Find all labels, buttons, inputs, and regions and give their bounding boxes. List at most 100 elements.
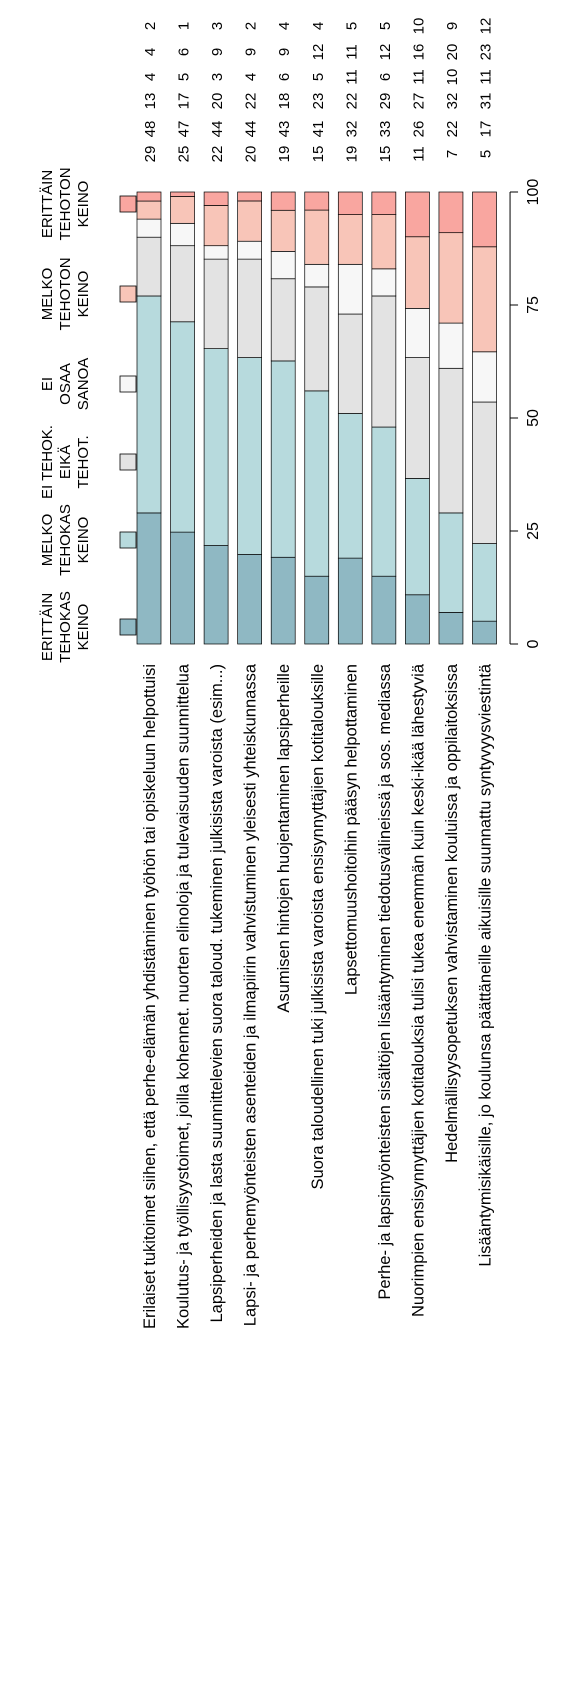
legend-label: KEINO bbox=[75, 517, 92, 564]
bar-segment bbox=[270, 191, 296, 211]
legend-label: KEINO bbox=[75, 604, 92, 651]
category-label: Asumisen hintojen huojentaminen lapsiper… bbox=[275, 664, 293, 1013]
bar-segment bbox=[405, 478, 430, 596]
bar-segment bbox=[136, 236, 162, 297]
value-label: 19 bbox=[343, 146, 360, 163]
legend-swatch bbox=[119, 195, 137, 213]
value-label: 27 bbox=[410, 93, 427, 110]
value-label: 31 bbox=[478, 93, 495, 110]
legend-label: MELKO bbox=[39, 514, 56, 567]
bar-segment bbox=[405, 191, 430, 238]
legend-swatch bbox=[119, 531, 137, 549]
bar-segment bbox=[270, 556, 296, 645]
x-tick-label: 50 bbox=[525, 409, 542, 427]
value-label: 5 bbox=[176, 73, 193, 81]
x-tick-label: 100 bbox=[525, 179, 542, 206]
bar-segment bbox=[438, 367, 464, 514]
value-label: 3 bbox=[209, 22, 226, 30]
bar-segment bbox=[337, 313, 363, 414]
bar-segment bbox=[237, 258, 262, 358]
bar-segment bbox=[405, 236, 430, 309]
bar-segment bbox=[237, 357, 262, 555]
bar-segment bbox=[136, 200, 162, 220]
bar-segment bbox=[405, 594, 430, 645]
value-label: 29 bbox=[377, 93, 394, 110]
value-label: 7 bbox=[444, 150, 461, 158]
legend-label: TEHOTON bbox=[57, 257, 74, 330]
value-label: 4 bbox=[310, 22, 327, 30]
bar-segment bbox=[438, 322, 464, 369]
bar-segment bbox=[203, 545, 229, 645]
bar-segment bbox=[203, 191, 229, 206]
value-label: 4 bbox=[276, 22, 293, 30]
value-label: 43 bbox=[276, 121, 293, 138]
legend-label: EI TEHOK. bbox=[39, 425, 56, 499]
value-label: 6 bbox=[377, 73, 394, 81]
bar-segment bbox=[472, 620, 497, 645]
value-label: 6 bbox=[176, 48, 193, 56]
category-label: Erilaiset tukitoimet siihen, että perhe-… bbox=[141, 664, 159, 1329]
value-label: 5 bbox=[310, 73, 327, 81]
value-label: 22 bbox=[243, 93, 260, 110]
bar-segment bbox=[270, 360, 296, 558]
bar-segment bbox=[438, 232, 464, 324]
bar-segment bbox=[237, 240, 262, 260]
value-label: 9 bbox=[209, 48, 226, 56]
value-label: 44 bbox=[243, 121, 260, 138]
value-label: 15 bbox=[310, 146, 327, 163]
value-label: 41 bbox=[310, 121, 327, 138]
bar-segment bbox=[304, 209, 330, 265]
value-label: 5 bbox=[377, 22, 394, 30]
bar-segment bbox=[136, 512, 162, 645]
bar-segment bbox=[270, 209, 296, 252]
category-label: Nuorimpien ensisynnyttäjien kotitalouksi… bbox=[409, 663, 427, 1317]
legend-item: MELKO TEHOKAS KEINO bbox=[39, 504, 137, 576]
value-label: 32 bbox=[444, 93, 461, 110]
bar-segment bbox=[371, 295, 397, 428]
bar-segment bbox=[170, 196, 195, 224]
legend-item: EI OSAA SANOA bbox=[39, 358, 137, 410]
bar-segment bbox=[203, 348, 229, 546]
bar-segment bbox=[203, 205, 229, 247]
bar-segment bbox=[371, 214, 397, 270]
bar-segment bbox=[472, 191, 497, 248]
legend-label: ERITTÄIN bbox=[39, 170, 56, 238]
value-label: 2 bbox=[142, 22, 159, 30]
legend-label: ERITTÄIN bbox=[39, 593, 56, 661]
bar-segment bbox=[337, 191, 363, 215]
bar-segment bbox=[237, 554, 262, 645]
bar-segment bbox=[337, 413, 363, 559]
value-label: 13 bbox=[142, 93, 159, 110]
legend-label: TEHOT. bbox=[75, 435, 92, 488]
bar-segment bbox=[472, 543, 497, 622]
bar-segment bbox=[472, 246, 497, 353]
bar-segment bbox=[438, 612, 464, 645]
value-label: 20 bbox=[243, 146, 260, 163]
bar-segment bbox=[170, 531, 195, 645]
value-label: 12 bbox=[478, 18, 495, 35]
legend-item: EI TEHOK. EIKÄ TEHOT. bbox=[39, 425, 137, 499]
value-label: 20 bbox=[444, 44, 461, 61]
bar-segment bbox=[371, 268, 397, 297]
value-label: 20 bbox=[209, 93, 226, 110]
legend-swatch bbox=[119, 285, 137, 303]
category-label: Lapsettomuushoitoihin pääsyn helpottamin… bbox=[342, 664, 360, 995]
legend-label: KEINO bbox=[75, 181, 92, 228]
value-label: 33 bbox=[377, 121, 394, 138]
value-label: 18 bbox=[276, 93, 293, 110]
bar-segment bbox=[237, 200, 262, 242]
bar-segment bbox=[170, 191, 195, 197]
value-label: 5 bbox=[343, 22, 360, 30]
bar-segment bbox=[438, 512, 464, 613]
category-label: Lisääntymisikäisille, jo koulunsa päättä… bbox=[477, 663, 495, 1266]
value-label: 3 bbox=[209, 73, 226, 81]
bar-segment bbox=[438, 191, 464, 234]
bar-segment bbox=[203, 258, 229, 349]
legend-label: TEHOTON bbox=[57, 167, 74, 240]
value-label: 23 bbox=[478, 44, 495, 61]
bar-segment bbox=[170, 245, 195, 323]
legend-swatch bbox=[119, 453, 137, 471]
